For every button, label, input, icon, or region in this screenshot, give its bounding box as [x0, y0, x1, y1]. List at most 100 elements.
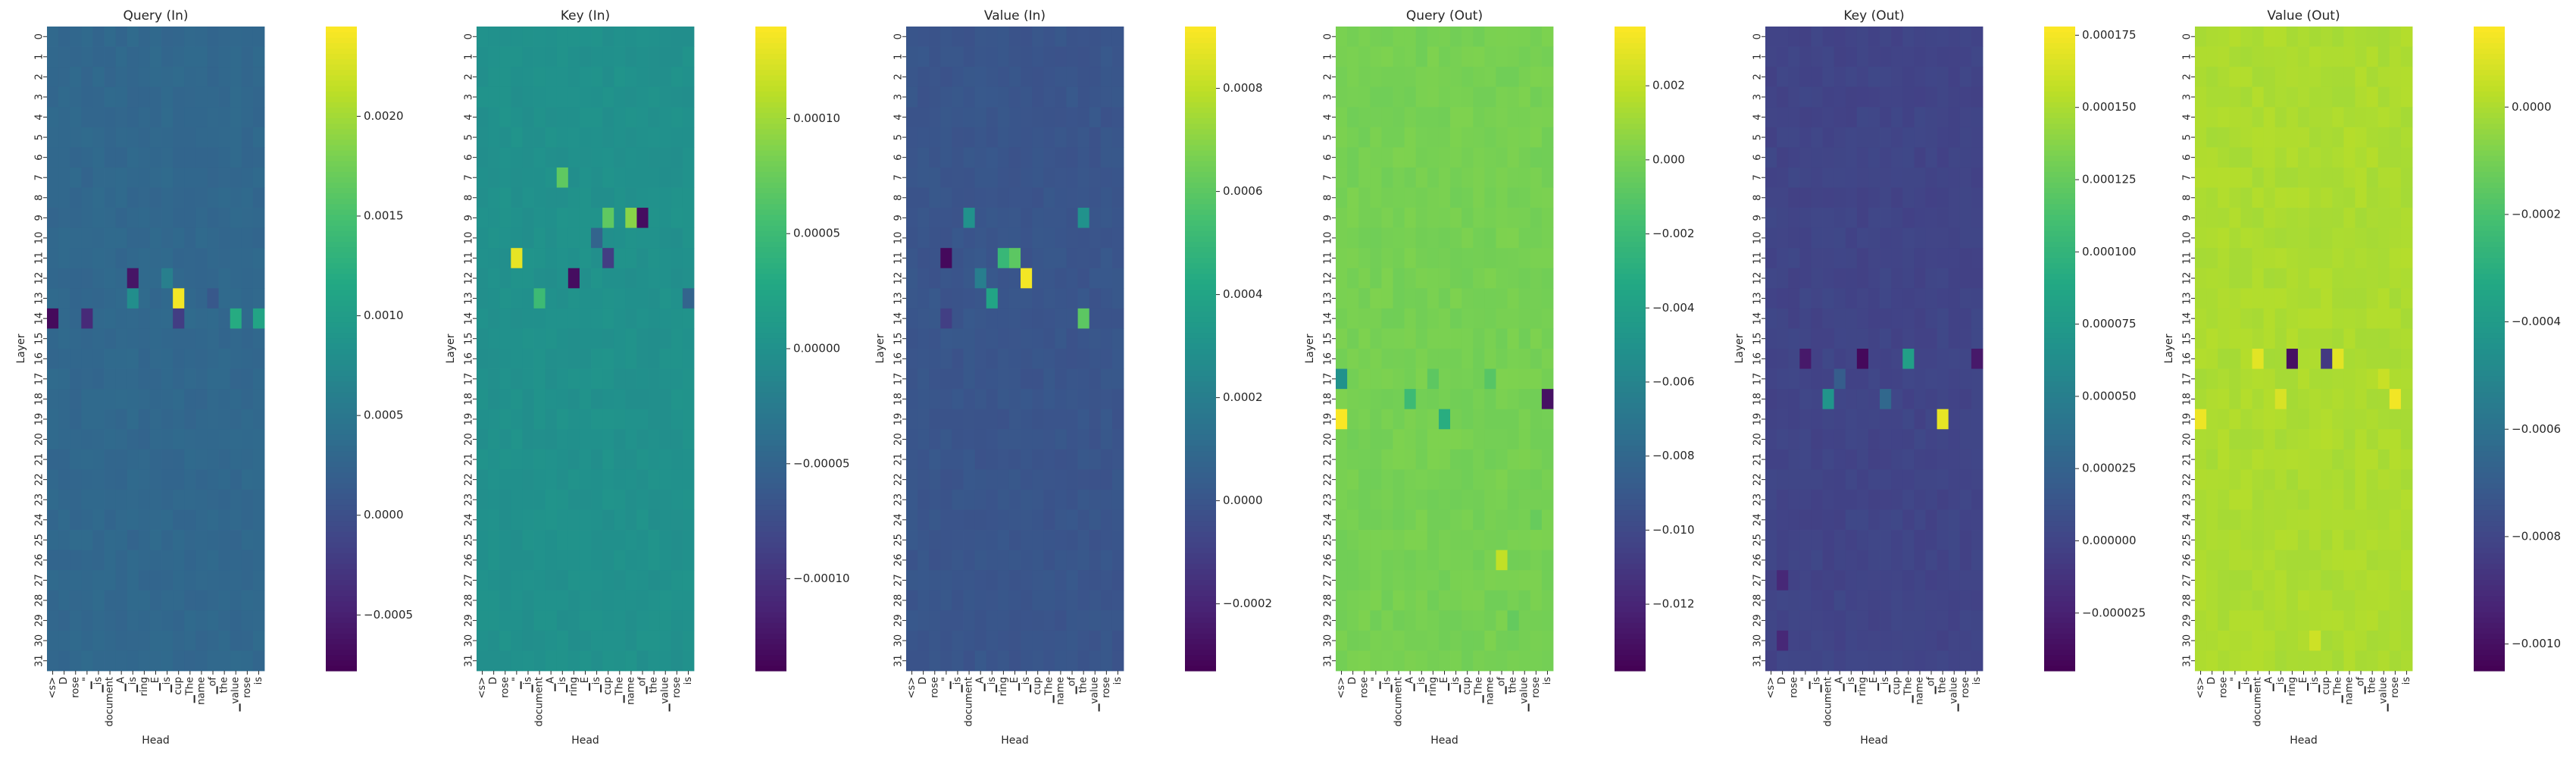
heatmap-cell	[230, 630, 242, 651]
y-tick-label: 16	[1752, 352, 1764, 365]
heatmap-cell	[1404, 127, 1417, 148]
heatmap-cell	[488, 27, 500, 47]
heatmap-cell	[488, 429, 500, 450]
colorbar-segment	[1185, 349, 1216, 355]
heatmap-cell	[636, 610, 649, 631]
heatmap-cell	[906, 469, 918, 490]
heatmap-cell	[1856, 409, 1869, 430]
heatmap-cell	[2309, 550, 2321, 571]
heatmap-cell	[2240, 308, 2252, 329]
heatmap-cell	[1089, 650, 1102, 672]
heatmap-cell	[1914, 308, 1926, 329]
heatmap-cell	[138, 409, 151, 430]
colorbar-segment	[2044, 149, 2075, 156]
heatmap-cell	[1381, 509, 1393, 531]
heatmap-cell	[952, 349, 964, 369]
heatmap-cell	[70, 469, 82, 490]
heatmap-cell	[556, 409, 569, 430]
heatmap-cell	[173, 107, 185, 128]
y-tick-label: 2	[1752, 74, 1764, 80]
y-tick-label: 19	[34, 413, 45, 426]
colorbar-segment	[1615, 418, 1646, 424]
heatmap-cell	[499, 429, 511, 450]
heatmap-cell	[161, 449, 174, 470]
heatmap-cell	[625, 67, 637, 88]
heatmap-cell	[2218, 590, 2230, 611]
heatmap-cell	[173, 389, 185, 410]
y-tick-label: 30	[34, 634, 45, 647]
y-tick-label: 12	[34, 272, 45, 285]
heatmap-cell	[1336, 590, 1348, 611]
heatmap-cell	[1089, 288, 1102, 309]
heatmap-cell	[918, 429, 930, 450]
colorbar-segment	[755, 257, 786, 264]
heatmap-panel-4: Key (Out)0123456789101112131415161718192…	[1733, 8, 2146, 747]
heatmap-cell	[906, 227, 918, 249]
heatmap-cell	[149, 429, 162, 450]
heatmap-cell	[127, 429, 139, 450]
heatmap-cell	[929, 308, 941, 329]
colorbar-segment	[1185, 166, 1216, 172]
heatmap-cell	[974, 530, 987, 551]
heatmap-cell	[1404, 107, 1417, 128]
heatmap-cell	[906, 86, 918, 108]
heatmap-cell	[1845, 288, 1858, 309]
y-tick-label: 0	[34, 33, 45, 39]
heatmap-cell	[1008, 248, 1021, 269]
heatmap-cell	[1008, 227, 1021, 249]
heatmap-cell	[1799, 429, 1812, 450]
heatmap-cell	[58, 429, 70, 450]
heatmap-cell	[1111, 127, 1124, 148]
heatmap-cell	[1111, 167, 1124, 188]
heatmap-cell	[1077, 208, 1090, 229]
heatmap-cell	[522, 630, 534, 651]
heatmap-cell	[1347, 86, 1359, 108]
heatmap-cell	[47, 127, 59, 148]
heatmap-cell	[963, 288, 976, 309]
heatmap-cell	[1902, 227, 1915, 249]
colorbar-segment	[1615, 386, 1646, 393]
heatmap-cell	[1021, 590, 1033, 611]
heatmap-cell	[58, 27, 70, 47]
y-tick-label: 29	[1752, 614, 1764, 627]
heatmap-cell	[1530, 650, 1543, 672]
heatmap-cell	[1902, 349, 1915, 369]
heatmap-cell	[1381, 27, 1393, 47]
heatmap-cell	[1518, 530, 1531, 551]
heatmap-cell	[511, 107, 523, 128]
heatmap-cell	[1438, 187, 1451, 208]
heatmap-cell	[47, 86, 59, 108]
heatmap-cell	[591, 349, 603, 369]
heatmap-cell	[1765, 509, 1777, 531]
heatmap-cell	[1788, 489, 1800, 510]
heatmap-cell	[184, 147, 196, 168]
heatmap-cell	[1484, 187, 1496, 208]
heatmap-cell	[58, 288, 70, 309]
heatmap-cell	[1948, 288, 1961, 309]
heatmap-cell	[579, 288, 592, 309]
colorbar-segment	[1185, 633, 1216, 640]
heatmap-cell	[138, 46, 151, 67]
heatmap-cell	[2309, 489, 2321, 510]
heatmap-cell	[1055, 590, 1067, 611]
heatmap-cell	[579, 46, 592, 67]
colorbar-segment	[1615, 171, 1646, 177]
heatmap-cell	[671, 409, 683, 430]
heatmap-cell	[1765, 167, 1777, 188]
heatmap-cell	[1100, 248, 1113, 269]
heatmap-cell	[1008, 550, 1021, 571]
heatmap-cell	[1438, 368, 1451, 390]
heatmap-cell	[173, 590, 185, 611]
heatmap-cell	[1891, 268, 1903, 289]
heatmap-cell	[207, 187, 219, 208]
heatmap-cell	[1891, 409, 1903, 430]
heatmap-cell	[1959, 349, 1972, 369]
heatmap-cell	[149, 288, 162, 309]
heatmap-cell	[2297, 248, 2310, 269]
heatmap-cell	[1393, 86, 1405, 108]
heatmap-cell	[1427, 630, 1440, 651]
heatmap-cell	[184, 308, 196, 329]
heatmap-cell	[1541, 368, 1554, 390]
heatmap-cell	[2400, 349, 2413, 369]
heatmap-cell	[138, 268, 151, 289]
